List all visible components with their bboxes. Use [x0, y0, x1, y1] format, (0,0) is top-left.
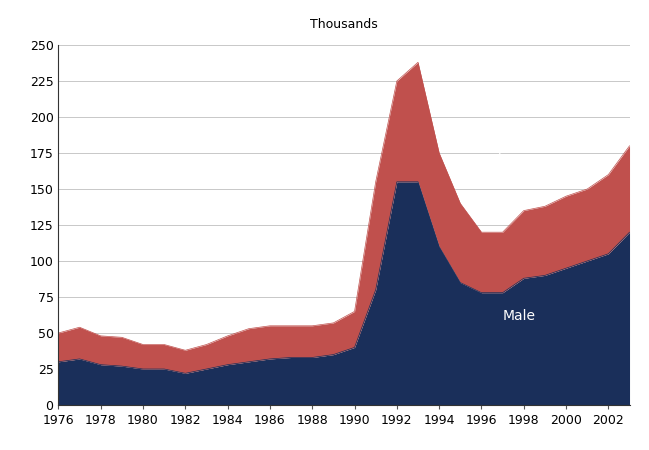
Text: Thousands: Thousands — [310, 18, 378, 31]
Text: Female: Female — [460, 153, 511, 167]
Text: Male: Male — [502, 309, 535, 323]
